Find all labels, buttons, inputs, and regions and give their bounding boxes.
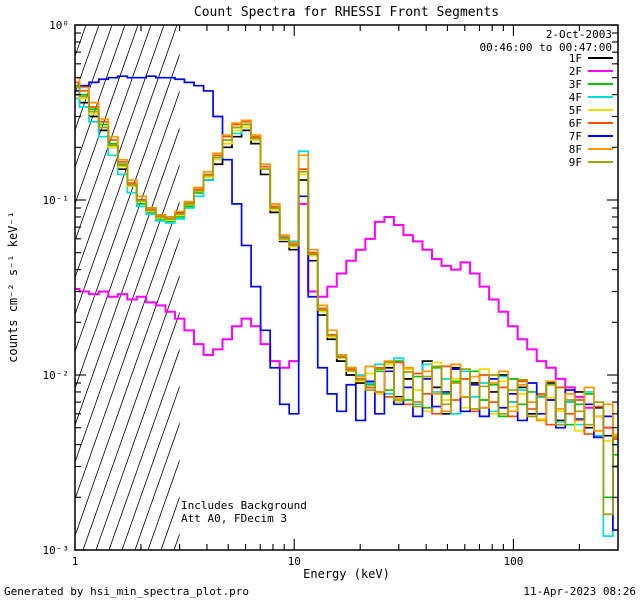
observation-time-range: 00:46:00 to 00:47:00	[479, 41, 612, 54]
plot-frame	[74, 24, 619, 551]
background-note: Includes Background	[181, 499, 307, 512]
y-tick-label: 10⁻¹	[43, 194, 70, 207]
series-line-8F	[75, 76, 618, 437]
series-line-7F	[75, 75, 618, 531]
legend-label-1F: 1F	[569, 52, 582, 65]
y-tick-label: 10⁻³	[43, 544, 70, 557]
spectra-series	[75, 75, 618, 537]
series-line-3F	[75, 84, 618, 499]
legend-label-3F: 3F	[569, 78, 582, 91]
y-tick-label: 10⁰	[49, 19, 69, 32]
excluded-region-hatch	[75, 25, 180, 550]
y-tick-label: 10⁻²	[43, 369, 70, 382]
legend-label-7F: 7F	[569, 130, 582, 143]
legend-label-2F: 2F	[569, 65, 582, 78]
render-timestamp: 11-Apr-2023 08:26	[523, 585, 636, 598]
series-line-1F	[75, 93, 618, 468]
x-tick-label: 100	[503, 555, 523, 568]
x-axis-label: Energy (keV)	[303, 567, 390, 581]
chart-title: Count Spectra for RHESSI Front Segments	[193, 5, 500, 20]
series-line-4F	[75, 97, 618, 537]
generated-by-text: Generated by hsi_min_spectra_plot.pro	[4, 585, 250, 598]
legend-label-6F: 6F	[569, 117, 582, 130]
axis-ticks	[74, 24, 618, 551]
legend-label-9F: 9F	[569, 156, 582, 169]
attenuator-note: Att A0, FDecim 3	[181, 512, 287, 525]
series-line-9F	[75, 86, 618, 516]
legend-label-4F: 4F	[569, 91, 582, 104]
series-line-2F	[75, 202, 618, 437]
legend-label-5F: 5F	[569, 104, 582, 117]
y-axis-label: counts cm⁻² s⁻¹ keV⁻¹	[6, 211, 20, 363]
x-tick-label: 1	[72, 555, 79, 568]
legend-label-8F: 8F	[569, 143, 582, 156]
x-tick-label: 10	[288, 555, 301, 568]
axis-tick-labels: 1 10 100 10⁰ 10⁻¹ 10⁻² 10⁻³	[43, 19, 524, 568]
observation-date: 2-Oct-2003	[545, 28, 612, 41]
